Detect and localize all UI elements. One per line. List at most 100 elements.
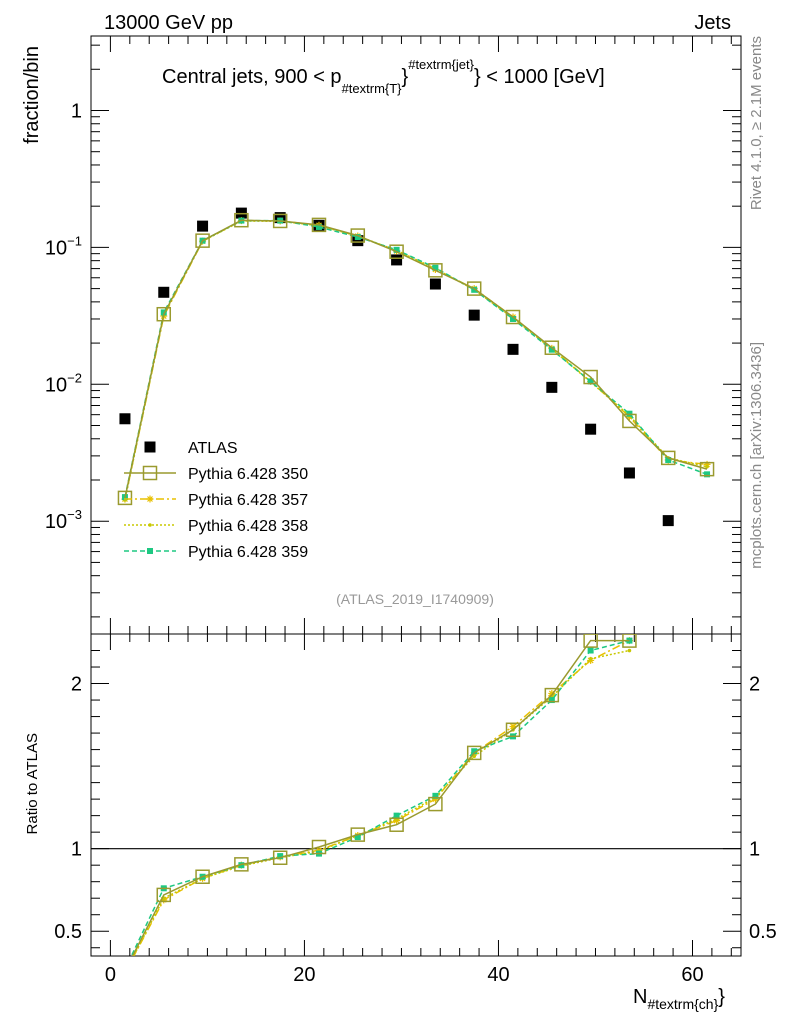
main-y-tick-label-exp: −2 [67,370,82,385]
legend-label-pythia-6-428-358: Pythia 6.428 358 [188,518,308,535]
legend-marker-pythia-6-428-350 [142,465,158,481]
data-point-atlas [429,278,441,290]
data-point-atlas [197,220,209,232]
analysis-watermark: (ATLAS_2019_I1740909) [336,591,494,607]
data-point-pythia-6-428-350 [234,857,249,872]
main-y-tick-label: 10−3 [45,507,82,533]
x-axis-title: N#textrm{ch}} [633,986,725,1012]
legend-label-atlas: ATLAS [188,440,238,457]
data-point-pythia-6-428-350 [505,309,521,325]
series-line-pythia-6-428-357 [132,639,630,956]
series-line-pythia-6-428-359 [130,639,630,956]
data-point-pythia-6-428-350 [311,217,327,233]
legend-item-pythia-6-428-359: Pythia 6.428 359 [124,544,308,561]
main-axes: 1 10 −1 10−2 10−3 [45,35,742,635]
data-point-atlas [546,381,558,393]
data-point-pythia-6-428-350 [117,490,133,506]
data-point-pythia-6-428-350 [622,413,637,429]
data-point-pythia-6-428-359 [665,456,672,463]
data-point-pythia-6-428-359 [354,234,361,241]
data-point-pythia-6-428-359 [122,966,128,972]
ratio-y-tick-label-right: 0.5 [749,921,777,943]
data-point-pythia-6-428-350 [428,263,443,278]
data-point-pythia-6-428-359 [471,286,478,293]
data-point-pythia-6-428-359 [587,647,594,654]
ratio-plot-frame [90,633,742,957]
data-point-pythia-6-428-359 [548,346,555,353]
header-category-label: Jets [694,12,731,34]
ratio-axes: 2 2 1 1 0.5 0.5 0 20 40 60 [54,633,777,986]
data-point-pythia-6-428-358 [627,648,632,653]
data-point-pythia-6-428-359 [354,834,361,841]
ratio-y-tick-label: 2 [71,674,82,696]
plot-title-brace: } [402,66,409,88]
data-point-pythia-6-428-350 [350,827,366,842]
rivet-version-label: Rivet 4.1.0, ≥ 2.1M events [748,36,765,210]
x-tick-label: 40 [487,964,509,986]
data-point-pythia-6-428-358 [588,656,593,661]
ratio-y-tick-label-right: 1 [749,839,760,861]
data-point-pythia-6-428-358 [705,464,709,469]
data-point-atlas [391,254,403,266]
data-point-pythia-6-428-350 [389,817,404,832]
data-point-pythia-6-428-350 [583,634,598,648]
data-point-pythia-6-428-357 [703,460,711,468]
data-point-atlas [662,515,674,527]
series-pythia-6-428-350 [117,212,715,506]
data-point-pythia-6-428-359 [432,264,439,271]
main-y-tick-label-base: 10 [45,374,67,396]
main-y-tick-label-exp: −3 [67,507,82,522]
data-point-pythia-6-428-350 [583,369,598,385]
data-point-pythia-6-428-359 [587,378,594,385]
ratio-y-tick-label: 1 [71,839,82,861]
data-point-pythia-6-428-350 [156,306,172,322]
series-line-pythia-6-428-350 [131,639,630,956]
series-line-pythia-6-428-357 [124,219,708,500]
legend-marker-pythia-6-428-357 [146,495,154,503]
data-point-atlas [158,286,170,298]
legend-item-atlas: ATLAS [144,440,238,457]
data-point-pythia-6-428-350 [350,228,366,243]
plot-title-sub: #textrm{T} [342,81,403,96]
data-point-pythia-6-428-350 [699,461,715,477]
series-line-pythia-6-428-350 [124,219,708,499]
ratio-y-axis-title: Ratio to ATLAS [24,733,41,834]
plot-title-main: Central jets, 900 < p [162,66,342,88]
series-line-pythia-6-428-358 [124,220,708,501]
data-point-pythia-6-428-358 [123,971,127,975]
legend-marker-pythia-6-428-358 [148,523,152,527]
x-axis-title-brace: } [718,986,725,1008]
x-axis-title-sub: #textrm{ch} [647,996,718,1012]
legend-label-pythia-6-428-359: Pythia 6.428 359 [188,544,308,561]
data-point-pythia-6-428-359 [393,812,400,819]
data-point-pythia-6-428-350 [505,722,521,738]
data-point-atlas [119,413,131,425]
data-point-pythia-6-428-350 [389,244,404,259]
main-y-tick-label: 10−2 [45,370,82,396]
data-point-pythia-6-428-350 [272,213,288,229]
data-point-pythia-6-428-350 [544,687,560,703]
main-y-tick-label-exp: −1 [67,233,82,248]
data-point-pythia-6-428-359 [315,223,322,230]
series-pythia-6-428-359 [122,637,633,972]
plot-title-tail: } < 1000 [GeV] [474,66,605,88]
data-point-atlas [623,467,635,479]
data-point-pythia-6-428-359 [277,853,284,860]
data-point-atlas [585,423,597,435]
data-point-pythia-6-428-359 [548,697,555,704]
legend-marker-pythia-6-428-359 [147,548,153,554]
legend-marker-atlas [144,441,156,453]
data-point-pythia-6-428-357 [121,969,128,976]
legend: ATLAS Pythia 6.428 350 Pythia 6.428 357 Pyt… [124,440,308,561]
data-point-pythia-6-428-359 [704,471,711,478]
ratio-y-tick-label: 0.5 [54,921,82,943]
x-tick-label: 60 [681,964,703,986]
data-point-pythia-6-428-359 [393,246,400,253]
data-point-pythia-6-428-350 [544,340,560,355]
series-pythia-6-428-350 [131,634,637,956]
x-tick-label: 0 [105,964,116,986]
data-point-pythia-6-428-359 [471,748,478,755]
data-point-pythia-6-428-350 [466,745,482,761]
main-y-tick-label: 1 [71,100,82,122]
